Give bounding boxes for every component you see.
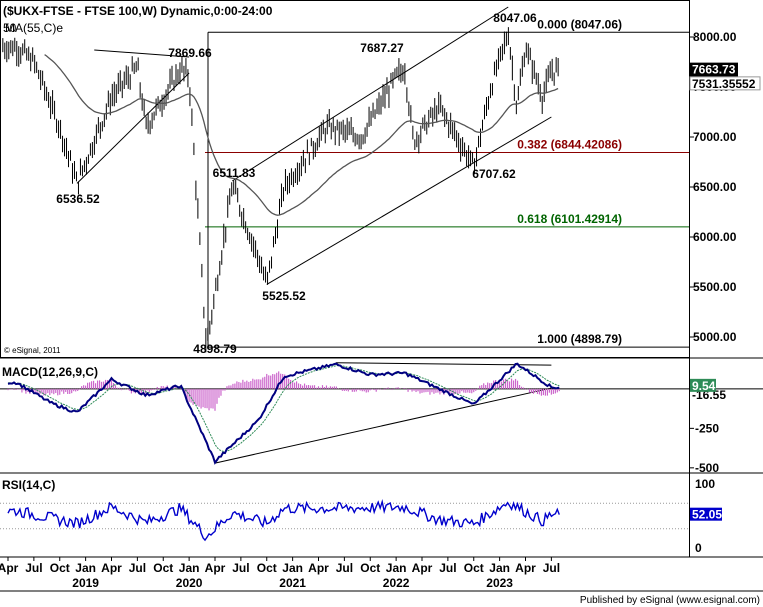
x-month-label: Jan bbox=[282, 561, 303, 575]
x-month-label: Jul bbox=[232, 561, 249, 575]
y-tick-label: 7000.00 bbox=[693, 130, 737, 144]
y-tick-label: 5500.00 bbox=[693, 280, 737, 294]
x-month-label: Apr bbox=[515, 561, 536, 575]
x-month-label: Apr bbox=[412, 561, 433, 575]
macd-trendline bbox=[214, 387, 552, 464]
macd-last-value: 9.54 bbox=[692, 379, 716, 393]
x-month-label: Jul bbox=[129, 561, 146, 575]
y-tick-label: 0 bbox=[695, 541, 702, 555]
x-month-label: Oct bbox=[257, 561, 277, 575]
rsi-last-box bbox=[690, 507, 722, 521]
x-month-label: Jul bbox=[543, 561, 560, 575]
x-year-label: 2022 bbox=[383, 576, 410, 590]
x-month-label: Apr bbox=[101, 561, 122, 575]
last-ma-label: 7531.35552 bbox=[692, 77, 756, 91]
x-month-label: Oct bbox=[50, 561, 70, 575]
macd-signal-line bbox=[7, 365, 560, 453]
fib-level-label: 1.000 (4898.79) bbox=[537, 332, 622, 346]
rsi-title: RSI(14,C) bbox=[2, 478, 55, 492]
y-tick-label: 6000.00 bbox=[693, 230, 737, 244]
y-tick-label: -500 bbox=[695, 461, 719, 475]
rsi-last-value: 52.05 bbox=[692, 508, 722, 522]
trendline bbox=[266, 116, 552, 285]
x-month-label: Jul bbox=[25, 561, 42, 575]
truncated-label: 50 bbox=[3, 21, 17, 35]
last-ma-box bbox=[689, 76, 761, 91]
macd-line bbox=[7, 362, 560, 465]
y-tick-label: -250 bbox=[695, 421, 719, 435]
price-annotation: 7869.66 bbox=[168, 46, 212, 60]
trendline bbox=[231, 6, 509, 182]
x-year-label: 2023 bbox=[486, 576, 513, 590]
price-annotation: 7687.27 bbox=[360, 41, 404, 55]
x-year-label: 2020 bbox=[176, 576, 203, 590]
price-panel-frame bbox=[0, 0, 690, 358]
fib-level-label: 0.382 (6844.42086) bbox=[517, 138, 622, 152]
x-month-label: Oct bbox=[464, 561, 484, 575]
price-annotation: 4898.79 bbox=[193, 342, 237, 356]
y-tick-label: 8000.00 bbox=[693, 30, 737, 44]
x-month-label: Jan bbox=[489, 561, 510, 575]
x-axis: Apr Jul Oct Jan Apr Jul Oct Jan Apr Jul Oct Jan Apr J… bbox=[0, 557, 560, 590]
x-month-label: Apr bbox=[205, 561, 226, 575]
ma-legend: MA(55,C)e bbox=[5, 21, 63, 35]
price-panel: 0.000 (8047.06) 0.382 (6844.42086) 0.618 (… bbox=[2, 6, 761, 356]
x-month-label: Jan bbox=[386, 561, 407, 575]
y-tick-label: 6500.00 bbox=[693, 180, 737, 194]
x-month-label: Apr bbox=[0, 561, 19, 575]
x-month-label: Apr bbox=[308, 561, 329, 575]
x-year-label: 2021 bbox=[279, 576, 306, 590]
price-annotation: 6511.83 bbox=[213, 166, 256, 180]
fib-level-label: 0.000 (8047.06) bbox=[537, 17, 622, 31]
chart-title: ($UKX-FTSE - FTSE 100,W) Dynamic,0:00-24… bbox=[3, 4, 273, 18]
last-price-box bbox=[690, 62, 738, 77]
footer: Published by eSignal (www.esignal.com) bbox=[580, 595, 760, 606]
price-annotation: 6536.52 bbox=[56, 192, 100, 206]
x-month-label: Oct bbox=[360, 561, 380, 575]
y-tick-label: 100 bbox=[695, 477, 715, 491]
y-tick-label: 5000.00 bbox=[693, 330, 737, 344]
price-annotation: 8047.06 bbox=[493, 11, 537, 25]
macd-panel: -250-500-16.559.54 bbox=[0, 362, 763, 475]
price-annotation: 5525.52 bbox=[262, 289, 306, 303]
ma-legend-label: MA(55,C)e bbox=[5, 21, 63, 35]
macd-last-box bbox=[690, 378, 716, 392]
price-annotation: 6707.62 bbox=[472, 167, 516, 181]
fib-level-label: 0.618 (6101.42914) bbox=[517, 212, 622, 226]
x-month-label: Jan bbox=[179, 561, 200, 575]
last-price-label: 7663.73 bbox=[692, 63, 736, 77]
x-month-label: Jan bbox=[75, 561, 96, 575]
trendline bbox=[94, 49, 190, 58]
x-month-label: Jul bbox=[439, 561, 456, 575]
rsi-panel: 10050052.05 bbox=[0, 477, 722, 555]
x-month-label: Jul bbox=[336, 561, 353, 575]
rsi-line bbox=[7, 499, 560, 542]
x-month-label: Oct bbox=[153, 561, 173, 575]
macd-title: MACD(12,26,9,C) bbox=[2, 365, 98, 379]
x-year-label: 2019 bbox=[72, 576, 99, 590]
trendline bbox=[76, 72, 190, 184]
ma-line bbox=[44, 54, 559, 216]
copyright: © eSignal, 2011 bbox=[4, 346, 61, 355]
